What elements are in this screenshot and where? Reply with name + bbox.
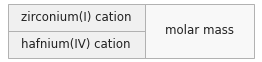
- Text: zirconium(I) cation: zirconium(I) cation: [21, 11, 132, 24]
- Text: molar mass: molar mass: [165, 24, 234, 38]
- Bar: [8, 4, 145, 31]
- Bar: [8, 31, 145, 58]
- Text: hafnium(IV) cation: hafnium(IV) cation: [21, 38, 131, 51]
- Bar: [145, 4, 254, 58]
